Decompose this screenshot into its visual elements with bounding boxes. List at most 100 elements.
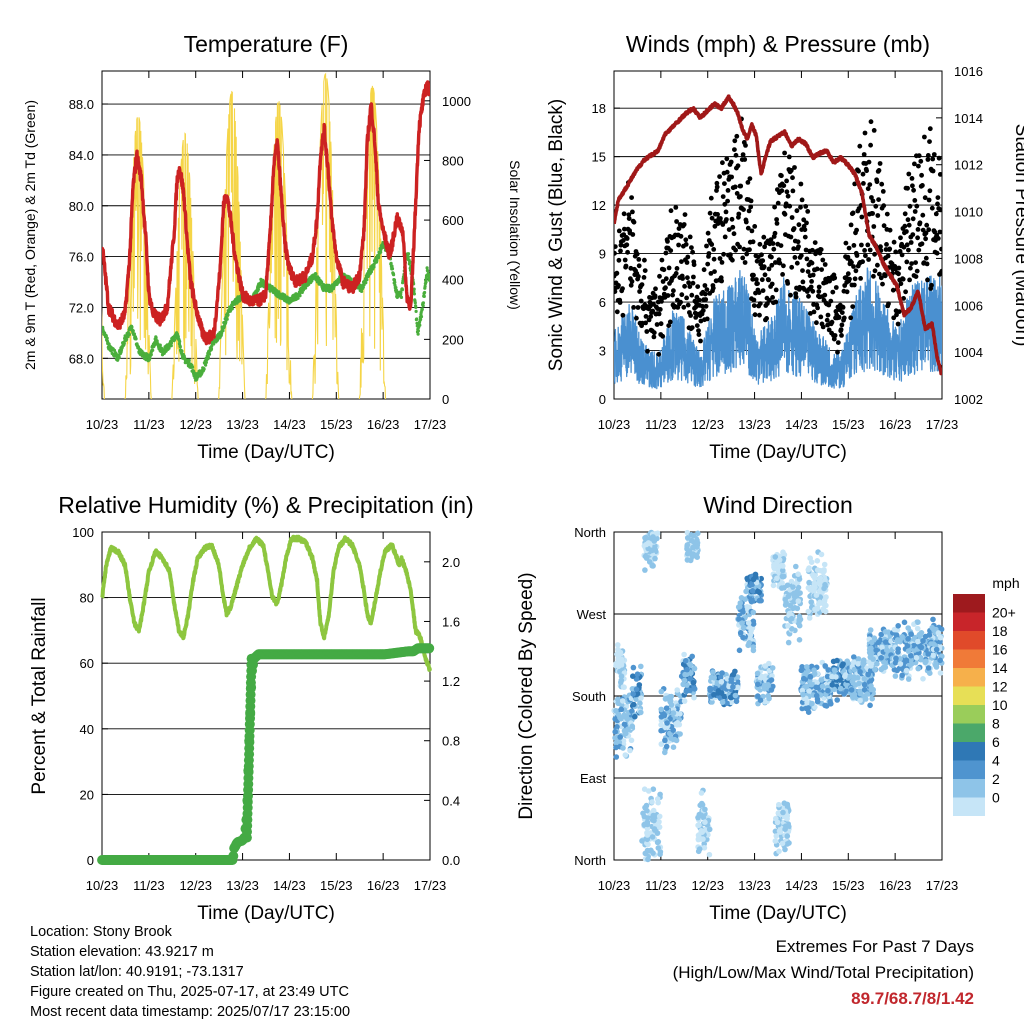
direction-point [732, 668, 738, 675]
gust-point [920, 183, 925, 188]
direction-point [771, 564, 777, 570]
direction-point [668, 735, 674, 741]
gust-point [891, 315, 897, 321]
gust-point [854, 253, 860, 258]
direction-point [817, 575, 824, 581]
direction-point [920, 676, 926, 682]
direction-point [795, 571, 801, 577]
direction-point [630, 664, 637, 671]
gust-point [808, 284, 814, 290]
direction-point [841, 691, 847, 697]
direction-point [765, 682, 771, 688]
direction-point [636, 682, 643, 688]
direction-xlabel: Time (Day/UTC) [709, 903, 847, 924]
gust-point [750, 239, 756, 245]
direction-point [674, 722, 680, 728]
temperature-ylabel: 2m & 9m T (Red, Orange) & 2m Td (Green) [22, 100, 38, 370]
gust-point [680, 276, 685, 281]
dewpoint-point [314, 272, 318, 276]
humidity-plot-frame [101, 531, 431, 861]
gust-point [712, 269, 717, 274]
direction-point [684, 535, 691, 541]
direction-point [821, 561, 828, 568]
direction-point [914, 625, 921, 632]
gust-point [686, 280, 691, 286]
gust-point [778, 243, 784, 249]
gust-point [809, 260, 815, 266]
direction-point [920, 638, 926, 644]
winds-y2tick-label: 1012 [954, 158, 983, 173]
gust-point [698, 338, 703, 344]
gust-point [743, 143, 748, 148]
direction-point [893, 655, 899, 662]
direction-point [931, 627, 937, 633]
gust-point [937, 172, 942, 177]
gust-point [828, 298, 834, 304]
gust-point [764, 316, 769, 321]
dewpoint-point [421, 304, 425, 308]
direction-point [908, 661, 915, 667]
colorbar-swatch [953, 797, 985, 816]
direction-point [690, 679, 697, 686]
direction-point [784, 803, 791, 809]
direction-point [695, 832, 702, 839]
gust-point [867, 182, 873, 188]
gust-point [907, 277, 912, 283]
temperature-y2tick-label: 400 [442, 273, 464, 288]
direction-point [615, 663, 622, 669]
gust-point [760, 288, 766, 293]
colorbar-label: 12 [992, 679, 1008, 695]
dewpoint-point [400, 288, 404, 292]
dewpoint-point [154, 336, 158, 340]
gust-point [910, 183, 915, 189]
direction-point [746, 640, 752, 646]
direction-point [681, 698, 688, 704]
direction-point [768, 687, 775, 693]
direction-point [822, 581, 828, 588]
gust-point [884, 211, 890, 217]
dewpoint-point [169, 341, 174, 345]
gust-point [805, 269, 811, 274]
gust-point [752, 224, 758, 229]
winds-ytick-label: 3 [599, 344, 606, 359]
gust-point [931, 152, 937, 157]
direction-point [649, 562, 656, 569]
gust-point [780, 272, 785, 277]
gust-point [868, 119, 874, 125]
gust-point [760, 258, 766, 264]
gust-point [832, 275, 838, 281]
gust-point [689, 245, 694, 251]
temperature-ytick-label: 88.0 [69, 97, 94, 112]
dewpoint-point [206, 355, 210, 359]
direction-point [780, 563, 786, 569]
direction-point [728, 676, 735, 683]
gust-point [704, 287, 710, 292]
direction-point [664, 720, 670, 726]
dewpoint-point [416, 332, 420, 336]
gust-point [775, 200, 781, 206]
direction-ytick-label: South [572, 689, 606, 704]
gust-point [711, 256, 717, 262]
gust-point [841, 315, 847, 321]
gust-point [663, 285, 668, 291]
gust-point [799, 197, 805, 203]
direction-point [655, 799, 661, 806]
dewpoint-point [221, 329, 225, 333]
direction-point [719, 670, 725, 676]
direction-point [691, 686, 698, 692]
direction-xtick-label: 10/23 [598, 878, 631, 893]
gust-point [914, 268, 920, 274]
direction-point [818, 677, 825, 683]
direction-point [745, 620, 752, 626]
gust-point [685, 254, 691, 260]
gust-point [743, 219, 749, 225]
direction-point [816, 580, 822, 586]
direction-point [656, 824, 663, 830]
gust-point [910, 232, 916, 238]
gust-point [846, 245, 852, 251]
gust-point [791, 246, 797, 252]
pressure-line [614, 94, 942, 376]
gust-point [904, 259, 910, 265]
gust-point [820, 324, 826, 330]
gust-point [661, 267, 667, 273]
